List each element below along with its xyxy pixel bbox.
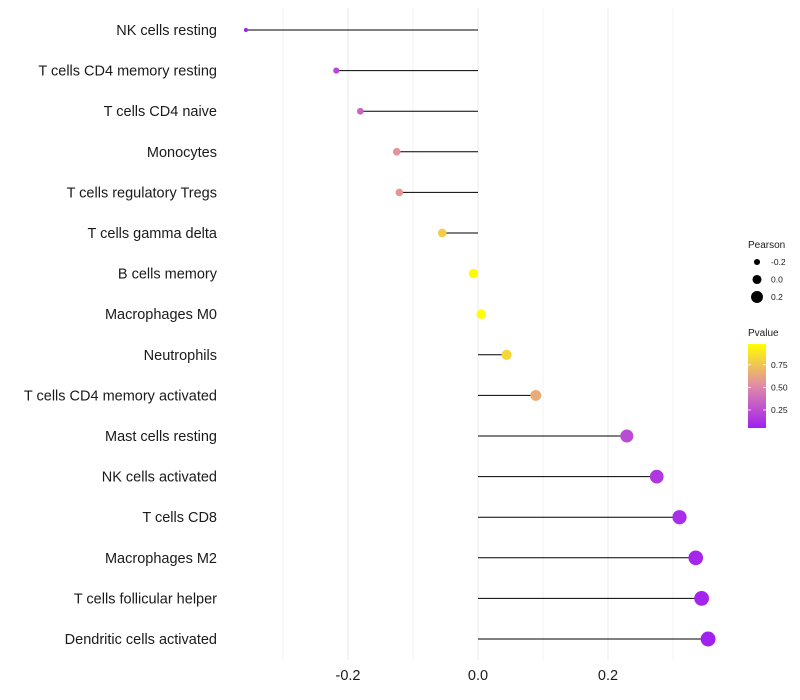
dot-monocytes	[392, 148, 401, 156]
dot-t-cells-cd8	[672, 510, 687, 525]
size-legend-dot	[753, 258, 761, 266]
category-label: T cells CD4 memory resting	[38, 64, 217, 80]
dot-t-cells-regulatory-tregs	[395, 188, 404, 197]
category-label: Monocytes	[147, 145, 217, 161]
lollipop-stems	[245, 29, 709, 640]
dot-macrophages-m2	[688, 550, 704, 566]
category-label: T cells follicular helper	[74, 591, 217, 607]
dot-t-cells-cd4-naive	[356, 107, 364, 115]
size-legend-dot	[752, 274, 762, 285]
category-label: T cells regulatory Tregs	[67, 185, 217, 201]
size-legend-title: Pearson	[748, 240, 785, 251]
x-tick-label: 0.0	[468, 668, 488, 684]
category-label: Dendritic cells activated	[65, 632, 217, 648]
size-legend-dot	[751, 291, 763, 303]
dot-macrophages-m0	[476, 309, 487, 319]
category-label: Mast cells resting	[105, 429, 217, 445]
category-label: Neutrophils	[144, 348, 217, 364]
dot-dendritic-cells-activated	[700, 631, 716, 647]
dot-t-cells-follicular-helper	[694, 591, 709, 606]
category-labels: NK cells resting T cells CD4 memory resti…	[24, 23, 218, 648]
color-legend-title: Pvalue	[748, 328, 779, 339]
category-label: B cells memory	[118, 267, 218, 283]
size-legend-label: 0.0	[771, 275, 783, 285]
color-legend-bar	[748, 344, 766, 428]
category-label: NK cells activated	[102, 470, 217, 486]
color-legend-label: 0.75	[771, 360, 788, 370]
dot-t-cells-cd4-memory-resting	[333, 67, 340, 74]
category-label: Macrophages M0	[105, 307, 217, 323]
category-label: NK cells resting	[116, 23, 217, 39]
dot-t-cells-cd4-memory-activated	[530, 389, 542, 401]
size-legend-label: 0.2	[771, 292, 783, 302]
size-legend-label: -0.2	[771, 257, 786, 267]
category-label: T cells CD4 naive	[104, 104, 217, 120]
dot-mast-cells-resting	[620, 429, 634, 443]
category-label: Macrophages M2	[105, 551, 217, 567]
color-legend-label: 0.25	[771, 405, 788, 415]
dot-b-cells-memory	[468, 268, 479, 279]
dot-neutrophils	[501, 349, 512, 360]
dot-nk-cells-resting	[243, 27, 248, 33]
dot-t-cells-gamma-delta	[437, 228, 447, 238]
category-label: T cells gamma delta	[88, 226, 218, 242]
category-label: T cells CD4 memory activated	[24, 388, 217, 404]
dot-nk-cells-activated	[649, 469, 664, 484]
category-label: T cells CD8	[142, 510, 217, 526]
x-tick-label: 0.2	[598, 668, 618, 684]
lollipop-dots	[243, 27, 716, 647]
grid-lines	[282, 8, 674, 660]
x-axis-ticks: -0.2 0.0 0.2	[336, 668, 619, 684]
legend: Pearson -0.2 0.0 0.2 Pvalue 0.25 0.50 0.75	[748, 240, 788, 428]
x-tick-label: -0.2	[336, 668, 361, 684]
color-legend-label: 0.50	[771, 382, 788, 392]
